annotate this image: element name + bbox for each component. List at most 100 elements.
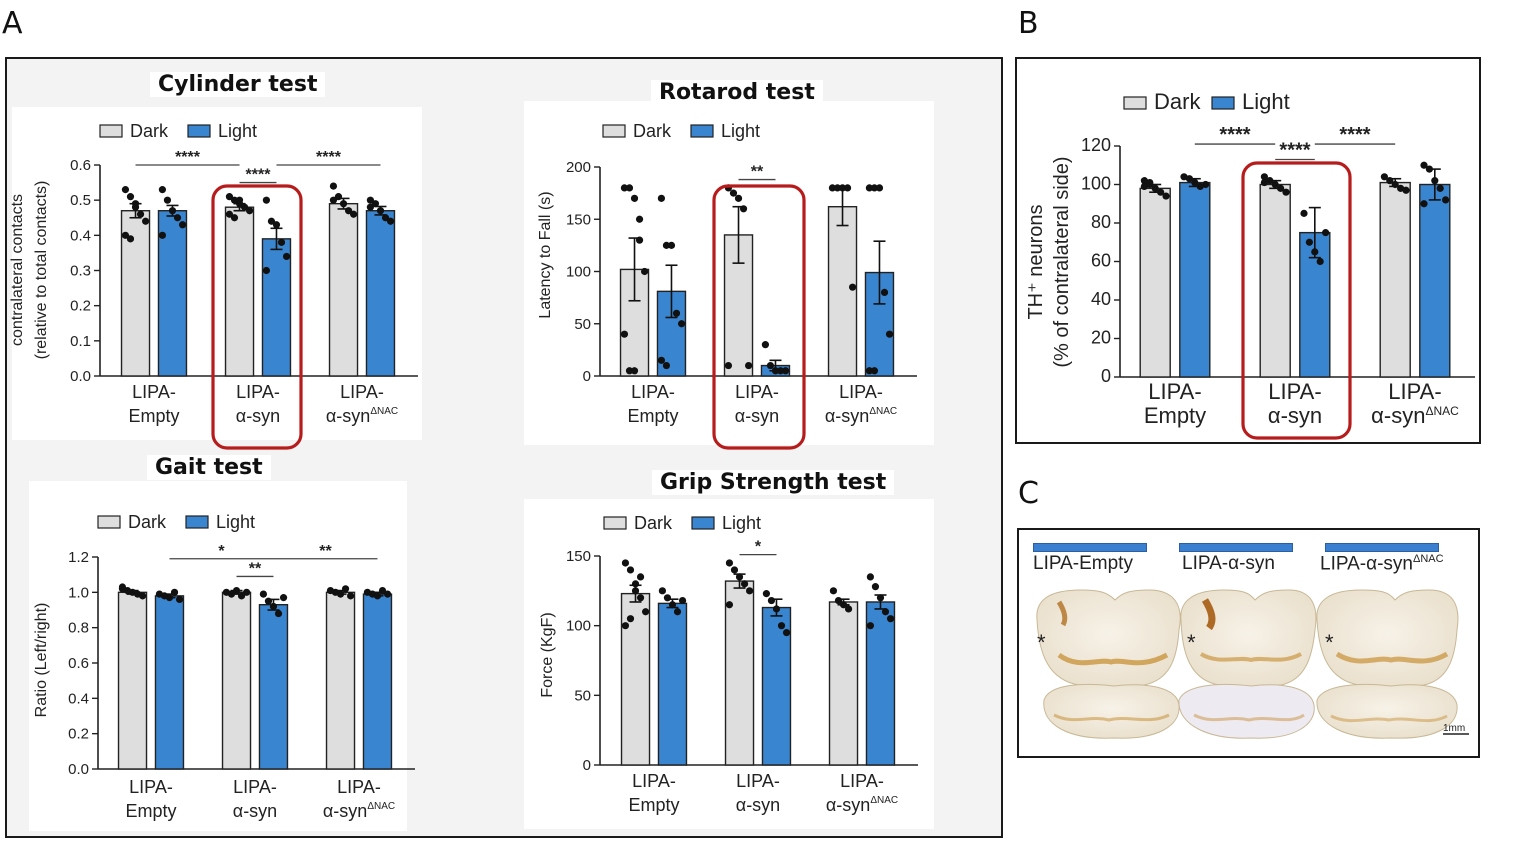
gait-y-tick-label: 0.6	[68, 655, 89, 672]
grip-y-label: Force (KgF)	[539, 612, 556, 697]
grip-group-label-line1: LIPA-	[736, 771, 780, 791]
gait-y-label: Ratio (Left/right)	[33, 603, 50, 718]
th-significance-label: ****	[1219, 124, 1250, 146]
cylinder-data-point	[262, 196, 270, 204]
gait-significance-label: *	[218, 543, 225, 560]
grip-data-point	[631, 587, 640, 595]
gait-data-point	[341, 585, 350, 593]
th-data-point	[1260, 178, 1268, 187]
th-data-point	[1420, 200, 1428, 208]
cylinder-group-label-line2: Empty	[128, 406, 179, 426]
th-data-point	[1202, 180, 1210, 189]
th-y-label: TH⁺ neurons	[1025, 204, 1047, 319]
rotarod-data-point	[849, 283, 857, 291]
gait-bar-dark-2	[325, 591, 356, 770]
cylinder-legend-dark-label: Dark	[130, 121, 169, 141]
th-data-point	[1442, 196, 1450, 204]
grip-legend-light-swatch	[691, 516, 715, 530]
cylinder-data-point	[158, 186, 166, 194]
grip-data-point	[673, 608, 682, 616]
th-legend-dark-swatch	[1123, 96, 1147, 110]
rotarod-data-point	[838, 184, 847, 192]
cylinder-data-point	[136, 210, 145, 218]
cylinder-group-label-line1: LIPA-	[132, 382, 176, 402]
scale-bar-label: 1mm	[1443, 723, 1465, 734]
th-data-point	[1271, 180, 1279, 189]
grip-y-tick-label: 0	[583, 757, 591, 774]
cylinder-data-point	[121, 186, 130, 194]
gait-data-point	[378, 586, 387, 595]
th-data-point	[1180, 173, 1188, 181]
th-bar-dark-1	[1259, 183, 1291, 378]
gait-y-tick-label: 0.0	[68, 761, 89, 778]
th-bar-light-1	[1299, 231, 1331, 378]
cylinder-bar-light-2	[365, 210, 396, 377]
th-y-tick-label: 20	[1091, 328, 1111, 348]
rotarod-data-point	[677, 320, 686, 328]
cylinder-data-point	[381, 214, 390, 222]
rotarod-data-point	[766, 361, 775, 370]
cylinder-data-point	[163, 196, 172, 204]
grip-group-label-line2: α-syn	[736, 795, 780, 815]
panel-c: LIPA-Empty LIPA-α-syn LIPA-α-synΔNAC * *	[1017, 528, 1480, 758]
cylinder-data-point	[376, 207, 385, 215]
panel-letter-a: A	[2, 6, 23, 41]
th-data-point	[1322, 229, 1330, 237]
rotarod-data-point	[880, 288, 889, 296]
cylinder-data-point	[225, 193, 234, 201]
rotarod-data-point	[865, 367, 874, 375]
cylinder-data-point	[142, 217, 150, 225]
light-bar-1	[1033, 543, 1147, 552]
gait-bar-light-2	[362, 593, 393, 770]
grip-data-point	[876, 594, 885, 602]
gait-data-point	[336, 590, 345, 598]
grip-data-point	[626, 615, 635, 623]
cylinder-data-point	[173, 214, 182, 222]
th-bar-dark-0	[1139, 187, 1171, 378]
th-data-point	[1162, 192, 1170, 200]
grip-data-point	[735, 573, 744, 581]
gait-y-tick-label: 0.4	[68, 690, 89, 707]
gait-bar-light-0	[154, 595, 185, 770]
rotarod-group-label-line1: LIPA-	[839, 382, 883, 402]
th-data-point	[1397, 184, 1405, 192]
grip-y-tick-label: 150	[566, 548, 591, 565]
gait-y-tick-label: 0.8	[68, 620, 89, 637]
rotarod-data-point	[662, 361, 671, 370]
rotarod-data-point	[745, 361, 753, 370]
rotarod-data-point	[662, 241, 671, 249]
grip-data-point	[658, 587, 667, 595]
cylinder-highlight-box	[211, 184, 303, 450]
th-data-point	[1316, 257, 1324, 266]
th-data-point	[1277, 184, 1285, 192]
cylinder-data-point	[277, 238, 286, 246]
grip-data-point	[730, 566, 739, 574]
th-data-point	[1151, 184, 1159, 192]
grip-data-point	[678, 596, 687, 605]
gait-legend-dark-label: Dark	[128, 512, 167, 532]
brain-sections: * * * 1mm	[1036, 589, 1469, 739]
chart-title-gait: Gait test	[147, 455, 271, 480]
rotarod-data-point	[620, 184, 629, 192]
grip-data-point	[777, 622, 786, 630]
th-group-label-line2: Empty	[1144, 403, 1206, 428]
gait-data-point	[264, 597, 273, 605]
grip-data-point	[725, 601, 734, 609]
light-bar-2	[1179, 543, 1293, 552]
th-y-tick-label: 60	[1091, 251, 1111, 271]
cylinder-data-point	[230, 214, 239, 222]
panel-letter-b: B	[1018, 6, 1039, 41]
gait-y-tick-label: 1.2	[68, 549, 89, 566]
grip-bar-light-0	[657, 602, 688, 766]
th-data-point	[1140, 182, 1148, 191]
gait-data-point	[269, 602, 278, 611]
th-data-point	[1185, 175, 1193, 183]
th-y-tick-label: 100	[1081, 174, 1111, 194]
grip-data-point	[725, 559, 734, 567]
cylinder-data-point	[329, 196, 338, 204]
th-data-point	[1380, 173, 1388, 181]
rotarod-data-point	[657, 194, 666, 202]
